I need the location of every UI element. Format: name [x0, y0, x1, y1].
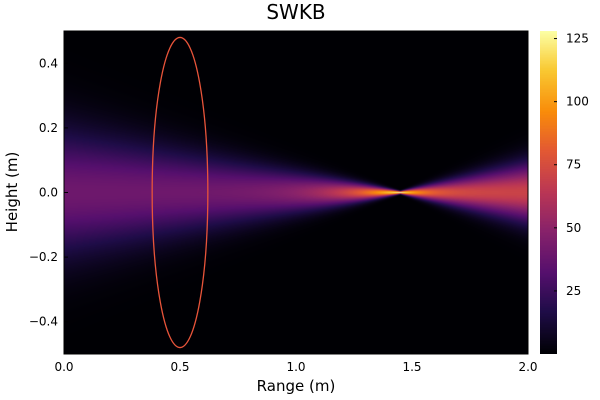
y-tick-label: 0.0: [39, 186, 58, 200]
y-tick-label: 0.4: [39, 56, 58, 70]
y-tick-label: 0.2: [39, 121, 58, 135]
x-axis: 0.0 0.5 1.0 1.5 2.0: [54, 350, 538, 374]
colorbar-tick-label: 50: [566, 221, 581, 235]
colorbar-tick-label: 25: [566, 284, 581, 298]
chart-title: SWKB: [266, 0, 325, 24]
colorbar-tick-label: 100: [566, 95, 589, 109]
y-axis-label: Height (m): [3, 152, 21, 233]
x-tick-label: 2.0: [518, 360, 537, 374]
colorbar: 25 50 75 100 125: [540, 31, 589, 354]
x-tick-label: 0.5: [170, 360, 189, 374]
aperture-ellipse: [151, 36, 209, 349]
y-tick-label: −0.4: [29, 315, 58, 329]
y-axis: 0.4 0.2 0.0 −0.2 −0.4: [29, 56, 68, 329]
plot-area: [63, 30, 529, 355]
colorbar-ticks: 25 50 75 100 125: [554, 32, 589, 298]
x-axis-label: Range (m): [257, 377, 336, 395]
heatmap: [64, 31, 528, 354]
y-tick-label: −0.2: [29, 250, 58, 264]
colorbar-gradient: [540, 31, 557, 354]
colorbar-tick-label: 125: [566, 32, 589, 46]
x-tick-label: 0.0: [54, 360, 73, 374]
x-tick-label: 1.5: [402, 360, 421, 374]
colorbar-tick-label: 75: [566, 158, 581, 172]
ellipse-layer: [151, 36, 209, 349]
x-tick-label: 1.0: [286, 360, 305, 374]
